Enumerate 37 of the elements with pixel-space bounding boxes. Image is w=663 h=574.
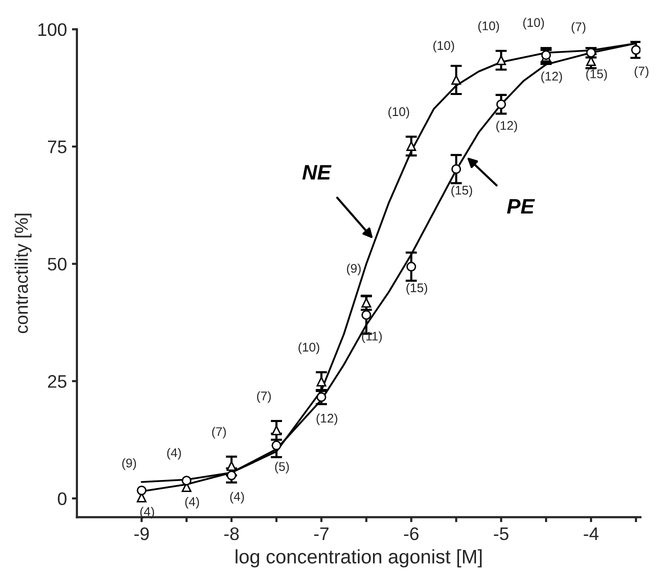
x-tick-label: -7: [314, 528, 329, 540]
annotation: (4): [230, 492, 244, 504]
x-tick-label: -4: [584, 528, 599, 540]
annotation: (15): [406, 283, 428, 295]
x-tick-label: -8: [224, 527, 239, 540]
annotation: (12): [496, 120, 518, 132]
x-tick-label: -9: [134, 527, 149, 540]
annotation: (10): [298, 342, 320, 354]
annotation: (10): [523, 18, 544, 30]
annotation: (11): [362, 331, 382, 344]
annotation: (4): [167, 448, 181, 460]
annotation: (10): [478, 21, 499, 33]
annotation: (4): [185, 496, 199, 509]
annotation: (9): [122, 458, 136, 470]
annotation: (7): [634, 66, 648, 78]
y-axis-title: contractility [%]: [14, 214, 32, 334]
y-tick-label: 50: [48, 258, 66, 271]
annotation: (10): [433, 40, 454, 52]
y-tick-label: 100: [38, 23, 66, 36]
annotation: (7): [257, 391, 271, 403]
text: PE: [507, 199, 535, 214]
y-tick-label: 75: [48, 140, 66, 154]
annotation: (12): [316, 413, 338, 426]
x-tick-label: -6: [404, 527, 418, 540]
annotation: (5): [275, 462, 289, 474]
annotation: (15): [586, 69, 607, 81]
annotation: (12): [541, 71, 562, 84]
text: NE: [302, 165, 332, 180]
annotation: (10): [388, 106, 410, 119]
y-tick-label: 25: [48, 375, 66, 388]
annotation: (7): [212, 426, 226, 439]
annotation: (15): [451, 185, 472, 198]
x-axis-title: log concentration agonist [M]: [236, 549, 482, 568]
annotation: (9): [346, 264, 361, 276]
y-tick-label: 0: [58, 492, 66, 506]
annotation: (7): [572, 22, 586, 34]
x-tick-label: -5: [494, 528, 508, 540]
